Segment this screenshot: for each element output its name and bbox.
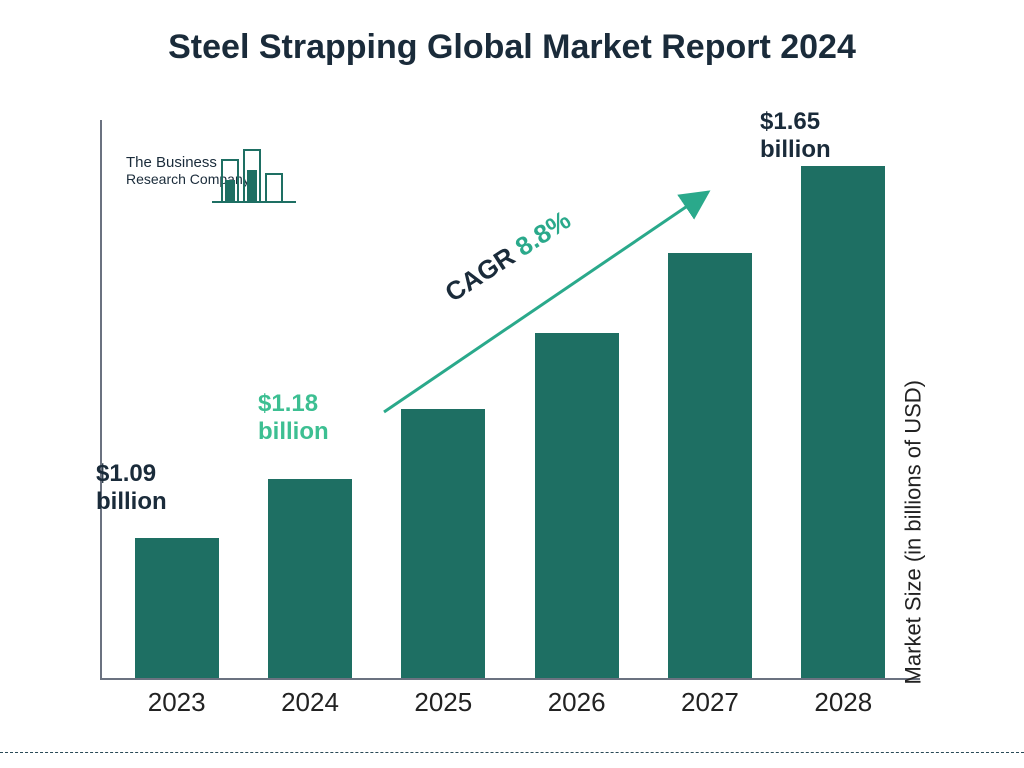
x-tick-label: 2027 <box>681 687 739 718</box>
x-axis-line <box>100 678 920 680</box>
bar-col: 2026 <box>510 120 643 678</box>
page-title: Steel Strapping Global Market Report 202… <box>0 28 1024 67</box>
bar-col: 2028 <box>777 120 910 678</box>
x-tick-label: 2026 <box>548 687 606 718</box>
bar-chart: 202320242025202620272028 Market Size (in… <box>100 120 920 680</box>
bar <box>401 409 485 678</box>
bar <box>668 253 752 678</box>
bars-container: 202320242025202620272028 <box>100 120 920 678</box>
bar-col: 2025 <box>377 120 510 678</box>
value-callout: $1.18billion <box>258 390 329 445</box>
y-axis-title: Market Size (in billions of USD) <box>900 380 926 684</box>
bar <box>268 479 352 678</box>
x-tick-label: 2025 <box>414 687 472 718</box>
x-tick-label: 2028 <box>814 687 872 718</box>
value-callout: $1.65billion <box>760 108 831 163</box>
x-tick-label: 2024 <box>281 687 339 718</box>
bar-col: 2027 <box>643 120 776 678</box>
bar <box>135 538 219 678</box>
value-callout: $1.09billion <box>96 460 167 515</box>
bar-col: 2023 <box>110 120 243 678</box>
bar <box>535 333 619 678</box>
bar <box>801 166 885 678</box>
page-root: Steel Strapping Global Market Report 202… <box>0 0 1024 768</box>
x-tick-label: 2023 <box>148 687 206 718</box>
bottom-divider <box>0 752 1024 753</box>
chart-plot-area: 202320242025202620272028 <box>100 120 920 680</box>
